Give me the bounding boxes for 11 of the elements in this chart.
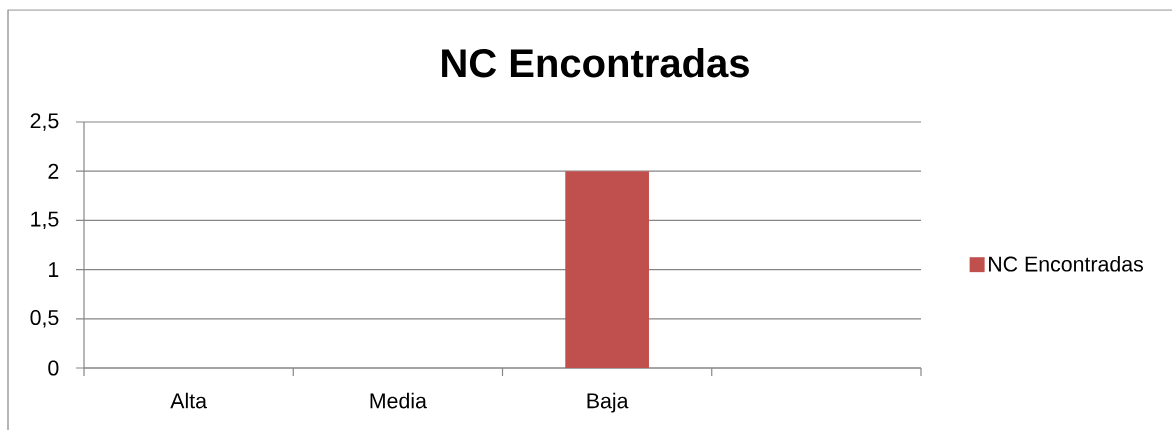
- legend-label: NC Encontradas: [989, 255, 1143, 272]
- y-tick-label: 2,5: [30, 113, 59, 131]
- y-tick-label: 1,5: [31, 211, 59, 230]
- x-tick-label: Alta: [170, 392, 207, 409]
- x-tick-label: Baja: [587, 392, 629, 413]
- y-tick-label: 0,5: [30, 309, 59, 328]
- y-tick-label: 2: [48, 163, 59, 179]
- y-tick-label: 1: [49, 262, 59, 277]
- y-tick-label: 0: [48, 360, 59, 376]
- chart-title: NC Encontradas: [442, 48, 749, 78]
- x-tick-label: Media: [370, 392, 427, 409]
